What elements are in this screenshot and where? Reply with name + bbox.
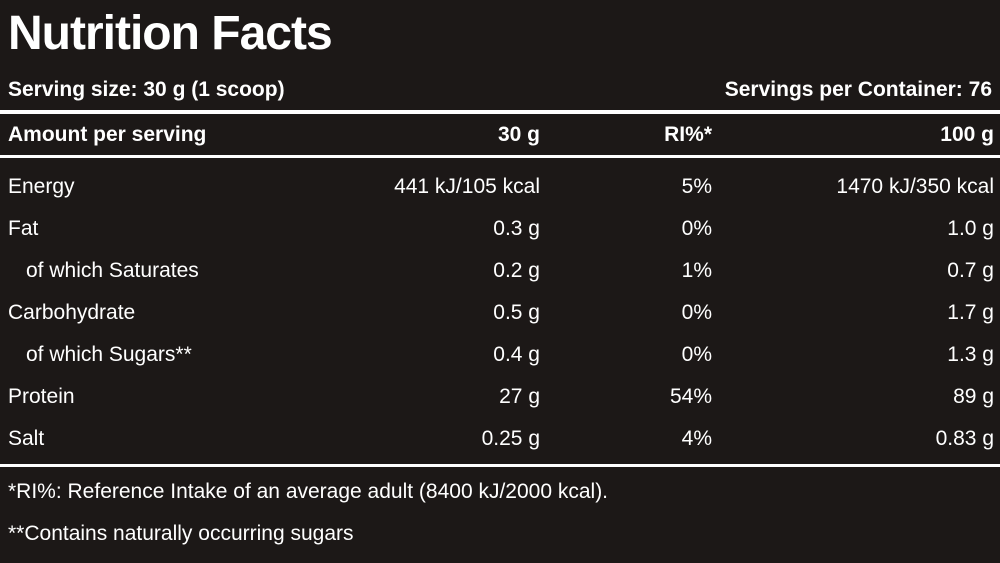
value-per-30g: 0.2 g bbox=[493, 259, 540, 282]
nutrient-name: Fat bbox=[8, 217, 39, 240]
nutrient-name: of which Saturates bbox=[26, 259, 199, 282]
value-ri: 54% bbox=[669, 385, 712, 408]
nutrient-name: of which Sugars** bbox=[26, 343, 192, 366]
page-title: Nutrition Facts bbox=[8, 7, 333, 60]
header-ri: RI%* bbox=[664, 123, 712, 146]
servings-per-container: Servings per Container: 76 bbox=[724, 78, 992, 101]
value-per-100g: 1.0 g bbox=[947, 217, 994, 240]
table-row: Carbohydrate 0.5 g 0% 1.7 g bbox=[0, 292, 1000, 334]
header-amount-per-serving: Amount per serving bbox=[8, 123, 207, 146]
value-ri: 5% bbox=[681, 175, 712, 198]
value-per-100g: 1.7 g bbox=[947, 301, 994, 324]
table-row: of which Sugars** 0.4 g 0% 1.3 g bbox=[0, 334, 1000, 376]
table-row: of which Saturates 0.2 g 1% 0.7 g bbox=[0, 250, 1000, 292]
value-per-100g: 1470 kJ/350 kcal bbox=[836, 175, 994, 198]
table-row: Fat 0.3 g 0% 1.0 g bbox=[0, 208, 1000, 250]
value-per-30g: 0.3 g bbox=[493, 217, 540, 240]
nutrient-name: Salt bbox=[8, 427, 45, 450]
footnote-sugars: **Contains naturally occurring sugars bbox=[8, 522, 354, 545]
value-per-100g: 0.83 g bbox=[935, 427, 994, 450]
value-per-30g: 441 kJ/105 kcal bbox=[394, 175, 540, 198]
table-row: Energy 441 kJ/105 kcal 5% 1470 kJ/350 kc… bbox=[0, 166, 1000, 208]
header-30g: 30 g bbox=[497, 123, 540, 146]
table-header: Amount per serving 30 g RI%* 100 g bbox=[0, 116, 1000, 154]
value-per-30g: 0.4 g bbox=[493, 343, 540, 366]
serving-size: Serving size: 30 g (1 scoop) bbox=[8, 78, 285, 101]
divider-thick bbox=[0, 110, 1000, 114]
divider-bottom bbox=[0, 464, 1000, 467]
value-ri: 4% bbox=[681, 427, 712, 450]
value-per-30g: 0.5 g bbox=[493, 301, 540, 324]
value-ri: 0% bbox=[681, 343, 712, 366]
value-per-100g: 0.7 g bbox=[947, 259, 994, 282]
value-per-30g: 27 g bbox=[499, 385, 540, 408]
value-per-100g: 1.3 g bbox=[947, 343, 994, 366]
value-ri: 0% bbox=[681, 217, 712, 240]
nutrient-name: Protein bbox=[8, 385, 75, 408]
divider-header bbox=[0, 155, 1000, 158]
value-per-100g: 89 g bbox=[953, 385, 994, 408]
value-ri: 1% bbox=[681, 259, 712, 282]
table-row: Salt 0.25 g 4% 0.83 g bbox=[0, 418, 1000, 460]
header-100g: 100 g bbox=[940, 123, 994, 146]
value-ri: 0% bbox=[681, 301, 712, 324]
nutrient-name: Energy bbox=[8, 175, 75, 198]
value-per-30g: 0.25 g bbox=[481, 427, 540, 450]
nutrient-name: Carbohydrate bbox=[8, 301, 136, 324]
footnote-ri: *RI%: Reference Intake of an average adu… bbox=[8, 480, 609, 503]
serving-info: Serving size: 30 g (1 scoop) Servings pe… bbox=[8, 74, 992, 106]
table-row: Protein 27 g 54% 89 g bbox=[0, 376, 1000, 418]
